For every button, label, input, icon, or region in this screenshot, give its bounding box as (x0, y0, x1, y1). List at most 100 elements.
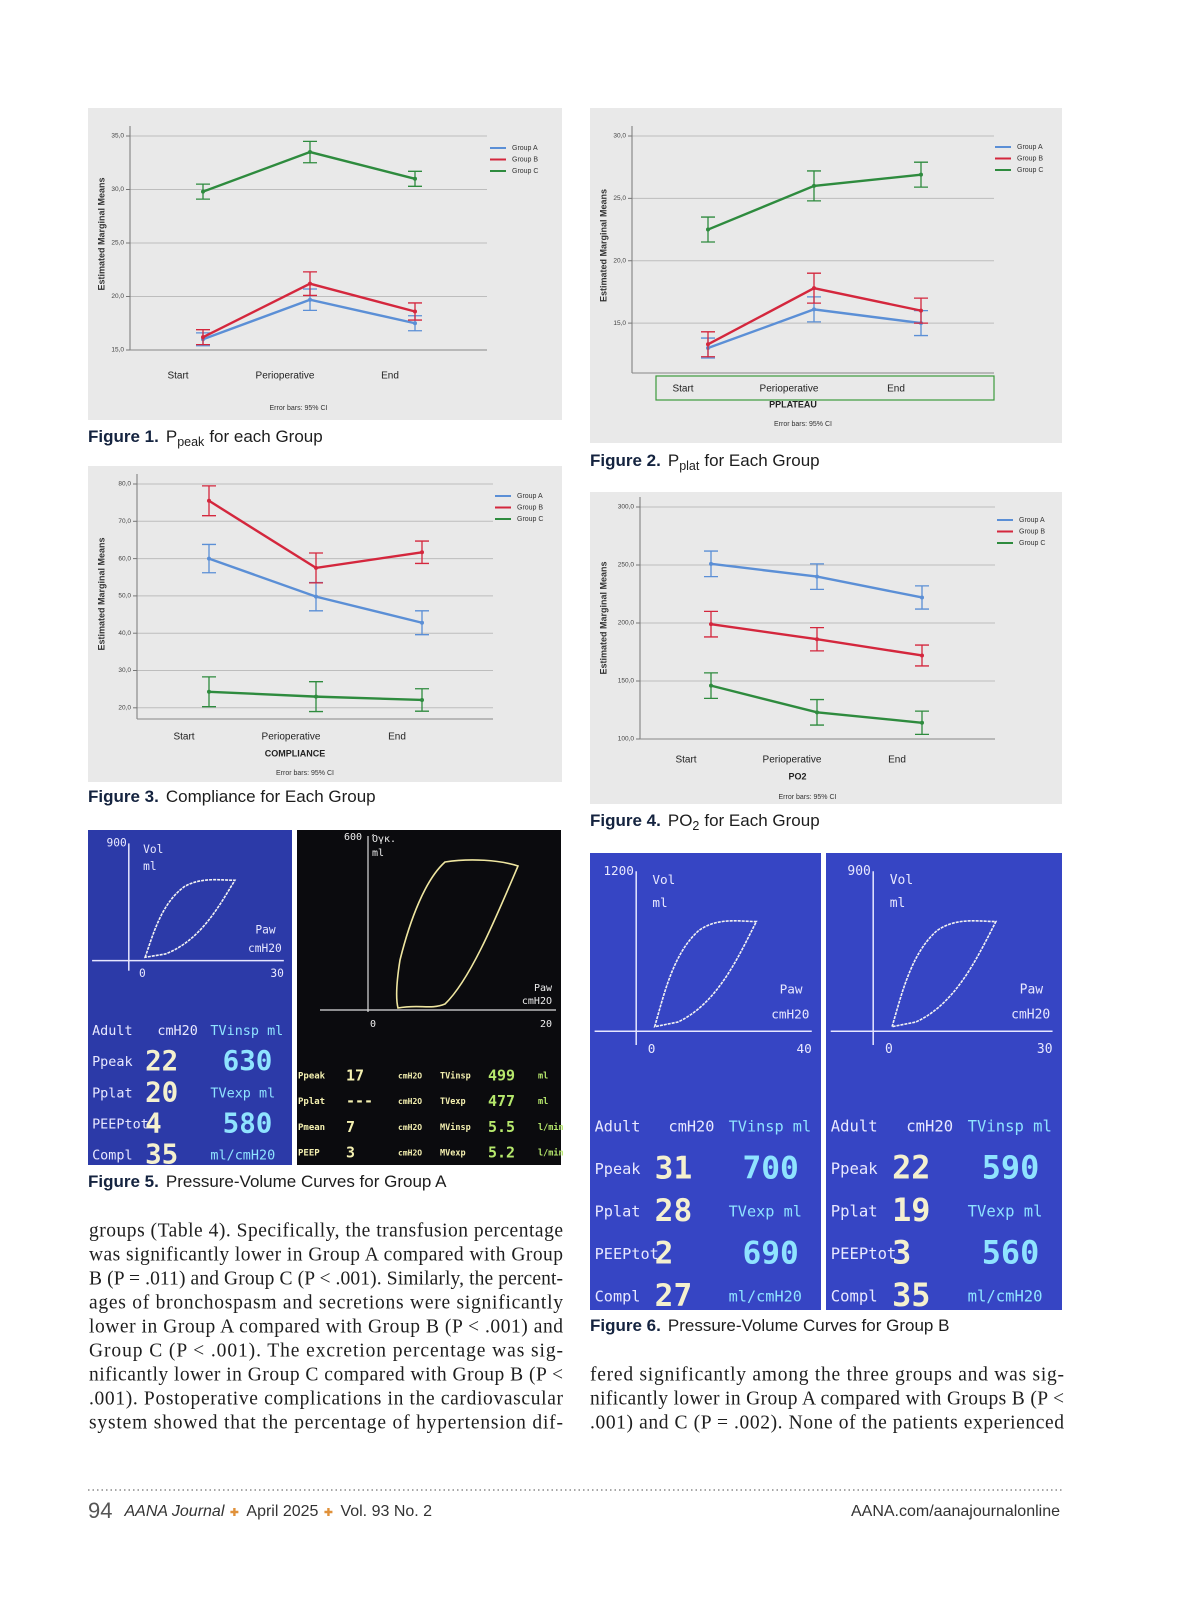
screen-parameter: Compl (831, 1288, 878, 1306)
screen-value: 477 (488, 1092, 515, 1110)
legend-label: Group B (1019, 528, 1045, 535)
data-point (709, 561, 713, 566)
screen-value: TVinsp ml (968, 1118, 1052, 1136)
screen-value: 22 (892, 1149, 930, 1187)
screen-parameter: PEEP (298, 1149, 320, 1159)
data-point (920, 720, 924, 725)
screen-value: ml/cmH20 (729, 1288, 802, 1306)
y-tick-label: 20,0 (613, 257, 626, 264)
x-axis-title: PPLATEAU (769, 399, 817, 409)
y-tick-label: 150,0 (618, 678, 635, 685)
body-text-line: fered significantly among the three grou… (590, 1364, 1064, 1385)
screen-background (590, 853, 821, 1310)
figure-caption: Figure 1. Ppeak for each Group (88, 427, 323, 449)
data-point (314, 694, 318, 699)
screen-y-unit: ml (652, 895, 667, 910)
data-point (812, 307, 816, 312)
screen-y-max: 600 (344, 832, 362, 843)
x-axis-title: COMPLIANCE (265, 748, 326, 758)
screen-x-max: 30 (1037, 1042, 1053, 1057)
screen-parameter: l/min (538, 1122, 564, 1133)
screen-parameter: Adult (831, 1118, 878, 1136)
y-tick-label: 250,0 (618, 562, 635, 569)
body-text-line: Group C (P < .001). The excretion percen… (89, 1340, 563, 1361)
y-axis-title: Estimated Marginal Means (598, 189, 608, 302)
data-point (201, 189, 205, 194)
screen-value: cmH20 (669, 1118, 715, 1136)
screen-origin: 0 (370, 1019, 376, 1030)
x-tick-label: Start (672, 384, 693, 395)
y-tick-label: 15,0 (111, 347, 124, 354)
data-point (709, 622, 713, 627)
screen-y-label: Vol (890, 873, 913, 888)
screen-parameter: PEEPtot (831, 1245, 897, 1263)
screen-parameter: ml (538, 1072, 548, 1082)
pv-loop (890, 920, 998, 1028)
screen-x-max: 30 (270, 967, 284, 980)
legend-label: Group A (1017, 144, 1043, 151)
screen-value: 19 (892, 1191, 930, 1229)
x-tick-label: End (388, 732, 406, 743)
data-point (815, 574, 819, 579)
screen-parameter: cmH2O (398, 1123, 422, 1132)
screen-y-unit: ml (890, 896, 906, 911)
body-text-line: .001). Postoperative complications in th… (89, 1388, 564, 1409)
data-point (413, 309, 417, 314)
body-text-line: B (P = .011) and Group C (P < .001). Sim… (89, 1268, 563, 1289)
figure-caption: Figure 6. Pressure-Volume Curves for Grou… (590, 1316, 949, 1335)
x-tick-label: Start (167, 371, 188, 382)
screen-parameter: cmH2O (398, 1149, 422, 1158)
screen-y-max: 900 (106, 836, 127, 849)
pv-loop (653, 920, 758, 1028)
data-point (413, 321, 417, 326)
category-box (655, 375, 995, 401)
x-tick-label: Perioperative (763, 755, 822, 766)
screen-value: 17 (346, 1067, 364, 1085)
data-point (413, 176, 417, 181)
screen-value: ml/cmH20 (210, 1149, 275, 1164)
x-tick-label: Perioperative (262, 732, 321, 743)
y-tick-label: 35,0 (111, 133, 124, 140)
screen-y-label: Όγκ. (371, 833, 396, 845)
figure-caption: Figure 4. PO2 for Each Group (590, 811, 820, 833)
screen-value: 5.2 (488, 1144, 515, 1162)
screen-origin: 0 (139, 967, 146, 980)
screen-value: ml/cmH20 (968, 1288, 1043, 1306)
screen-value: 3 (346, 1144, 355, 1162)
data-point (815, 637, 819, 642)
legend-label: Group B (1017, 155, 1043, 162)
issue-volume: Vol. 93 No. 2 (340, 1503, 432, 1520)
screen-value: cmH20 (906, 1118, 953, 1136)
screen-parameter: Pplat (595, 1203, 641, 1221)
screen-value: 4 (145, 1107, 162, 1139)
screen-parameter: PEEPtot (92, 1117, 149, 1132)
screen-x-max: 20 (540, 1019, 552, 1030)
chart-panel (88, 466, 562, 782)
chart-panel (590, 108, 1062, 443)
caption-text: Pressure-Volume Curves for Group B (668, 1316, 950, 1335)
screen-y-max: 900 (847, 864, 870, 879)
screen-background (826, 853, 1062, 1310)
data-point (919, 308, 923, 313)
data-point (420, 550, 424, 555)
data-point (812, 286, 816, 291)
screen-value: 630 (223, 1045, 273, 1077)
data-point (308, 150, 312, 155)
screen-x-unit: cmH2O (522, 996, 552, 1007)
caption-text: for each Group (209, 427, 322, 446)
chart-note: Error bars: 95% CI (276, 770, 334, 777)
x-tick-label: Perioperative (256, 371, 315, 382)
screen-value: 20 (145, 1076, 178, 1108)
screen-parameter: Ppeak (595, 1160, 641, 1178)
data-point (207, 498, 211, 503)
y-tick-label: 60,0 (118, 555, 131, 562)
caption-text: for Each Group (704, 451, 819, 470)
y-tick-label: 15,0 (613, 320, 626, 327)
screen-value: 2 (655, 1236, 674, 1272)
legend-label: Group C (517, 516, 543, 523)
figure-caption: Figure 5. Pressure-Volume Curves for Grou… (88, 1172, 447, 1191)
screen-parameter: Adult (595, 1118, 641, 1136)
screen-parameter: l/min (538, 1148, 564, 1159)
screen-parameter: Adult (92, 1024, 133, 1039)
